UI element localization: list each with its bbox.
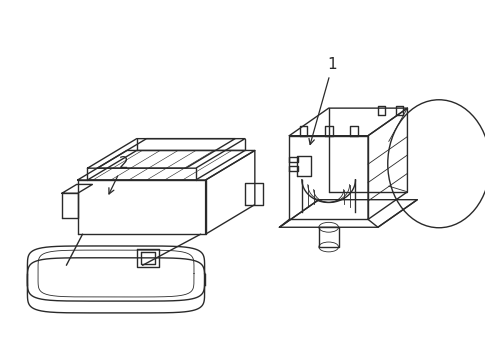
Text: 2: 2	[109, 156, 128, 194]
Text: 1: 1	[308, 57, 337, 144]
